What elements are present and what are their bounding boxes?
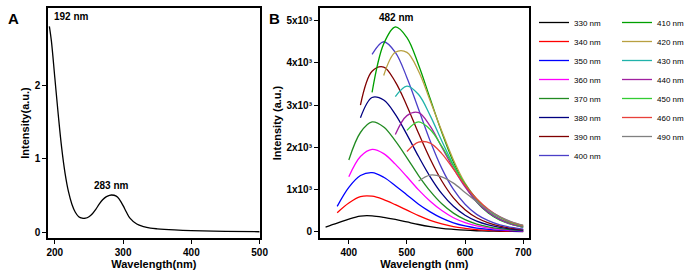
svg-text:500: 500 xyxy=(399,247,416,258)
svg-text:490 nm: 490 nm xyxy=(657,133,684,142)
svg-text:360 nm: 360 nm xyxy=(574,76,601,85)
svg-text:400: 400 xyxy=(340,247,357,258)
svg-text:330 nm: 330 nm xyxy=(574,19,601,28)
svg-text:420 nm: 420 nm xyxy=(657,38,684,47)
svg-text:3x10³: 3x10³ xyxy=(286,100,312,111)
svg-text:430 nm: 430 nm xyxy=(657,57,684,66)
svg-text:Intensity (a.u.): Intensity (a.u.) xyxy=(271,85,283,160)
svg-text:390 nm: 390 nm xyxy=(574,133,601,142)
svg-text:600: 600 xyxy=(457,247,474,258)
svg-text:B: B xyxy=(269,10,280,27)
svg-text:400: 400 xyxy=(183,247,200,258)
svg-text:410 nm: 410 nm xyxy=(657,19,684,28)
svg-text:380 nm: 380 nm xyxy=(574,114,601,123)
svg-text:500: 500 xyxy=(251,247,268,258)
svg-text:482 nm: 482 nm xyxy=(379,12,414,23)
svg-text:4x10³: 4x10³ xyxy=(286,57,312,68)
svg-text:1x10³: 1x10³ xyxy=(286,184,312,195)
svg-text:Wavelength(nm): Wavelength(nm) xyxy=(111,258,196,270)
svg-text:192 nm: 192 nm xyxy=(54,11,89,22)
svg-text:Wavelength (nm): Wavelength (nm) xyxy=(380,258,469,270)
svg-text:2x10³: 2x10³ xyxy=(286,142,312,153)
svg-text:400 nm: 400 nm xyxy=(574,152,601,161)
svg-text:300: 300 xyxy=(115,247,132,258)
svg-text:700: 700 xyxy=(515,247,532,258)
svg-text:340 nm: 340 nm xyxy=(574,38,601,47)
svg-text:1: 1 xyxy=(35,153,41,164)
svg-text:450 nm: 450 nm xyxy=(657,95,684,104)
svg-text:A: A xyxy=(8,10,19,27)
svg-text:460 nm: 460 nm xyxy=(657,114,684,123)
svg-text:0: 0 xyxy=(35,227,41,238)
svg-text:200: 200 xyxy=(46,247,63,258)
svg-text:370 nm: 370 nm xyxy=(574,95,601,104)
svg-text:350 nm: 350 nm xyxy=(574,57,601,66)
svg-text:440 nm: 440 nm xyxy=(657,76,684,85)
svg-text:5x10³: 5x10³ xyxy=(286,15,312,26)
svg-text:2: 2 xyxy=(35,80,41,91)
svg-text:0: 0 xyxy=(306,226,312,237)
svg-text:Intensity(a.u.): Intensity(a.u.) xyxy=(19,87,31,159)
svg-text:283 nm: 283 nm xyxy=(94,180,129,191)
